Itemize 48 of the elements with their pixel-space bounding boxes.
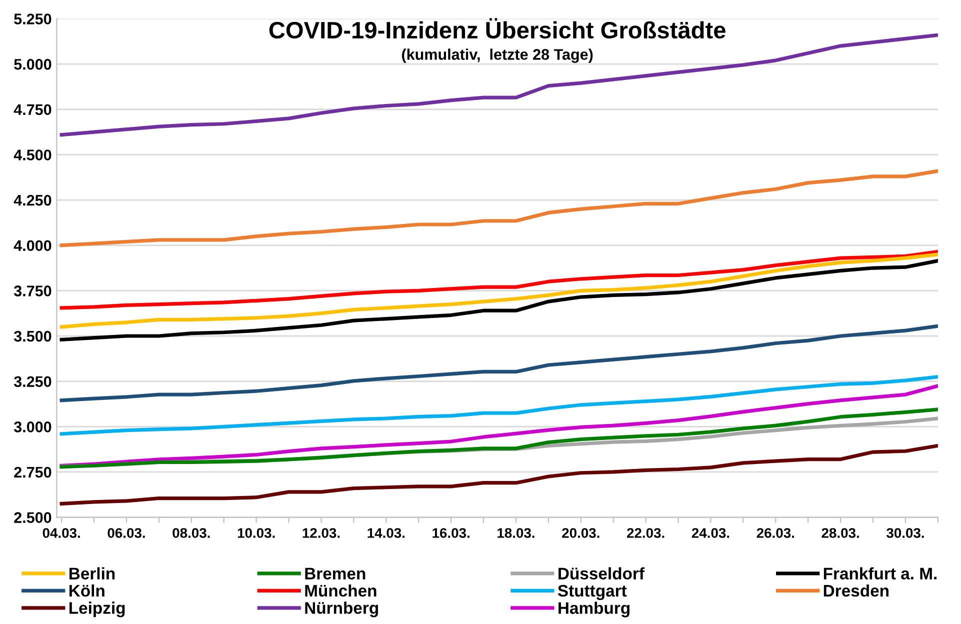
legend-label: Nürnberg	[305, 602, 378, 618]
line-series	[60, 250, 938, 310]
y-tick-label: 4.250	[14, 194, 52, 206]
text: (kumulativ, letzte 28 Tage)	[402, 48, 593, 63]
x-tick-label: 18.03.	[498, 528, 534, 538]
legend-label: Bremen	[305, 568, 366, 580]
line-series	[60, 384, 938, 468]
line-series	[60, 324, 938, 402]
legend-label: Düsseldorf	[558, 567, 645, 580]
line-series	[60, 408, 938, 469]
y-tick-label: 3.500	[14, 330, 52, 342]
y-tick-label: 2.750	[14, 466, 52, 478]
legend-label: Leipzig	[69, 602, 125, 618]
y-tick-label: 3.750	[14, 286, 52, 296]
y-tick-label: 5.000	[14, 58, 52, 70]
y-tick-label: 4.500	[14, 150, 52, 160]
x-tick-label: 30.03.	[886, 528, 924, 538]
legend-label: Köln	[69, 584, 104, 597]
x-tick-label: 10.03.	[238, 528, 275, 538]
legend-label: München	[305, 584, 376, 597]
line-series	[60, 252, 938, 329]
line-series	[60, 444, 938, 506]
x-tick-label: 12.03.	[302, 528, 340, 538]
line-series	[60, 258, 938, 342]
y-tick-label: 4.000	[14, 240, 52, 252]
x-tick-label: 04.03.	[42, 528, 80, 538]
x-tick-label: 06.03.	[108, 528, 145, 538]
legend-label: Hamburg	[558, 602, 630, 618]
x-tick-label: 16.03.	[432, 528, 470, 538]
x-tick-label: 14.03.	[368, 528, 405, 538]
x-tick-label: 26.03.	[756, 528, 794, 538]
y-tick-label: 4.750	[14, 104, 52, 116]
x-tick-label: 20.03.	[562, 528, 600, 538]
x-tick-label: 08.03.	[172, 528, 210, 538]
legend-label: Stuttgart	[558, 584, 627, 600]
x-tick-label: 24.03.	[692, 528, 730, 538]
legend-label: Dresden	[824, 584, 888, 597]
y-tick-label: 2.500	[14, 512, 52, 523]
x-tick-label: 22.03.	[626, 528, 664, 538]
y-tick-label: 5.250	[14, 14, 52, 24]
chart-title: COVID-19-Inzidenz Übersicht Großstädte	[269, 18, 726, 39]
legend-label: Berlin	[69, 567, 115, 580]
y-tick-label: 3.000	[14, 422, 52, 432]
line-series	[60, 374, 938, 436]
x-tick-label: 28.03.	[822, 528, 859, 538]
y-tick-label: 3.250	[14, 376, 52, 388]
legend-label: Frankfurt a. M.	[824, 567, 936, 580]
line-series	[60, 169, 938, 248]
